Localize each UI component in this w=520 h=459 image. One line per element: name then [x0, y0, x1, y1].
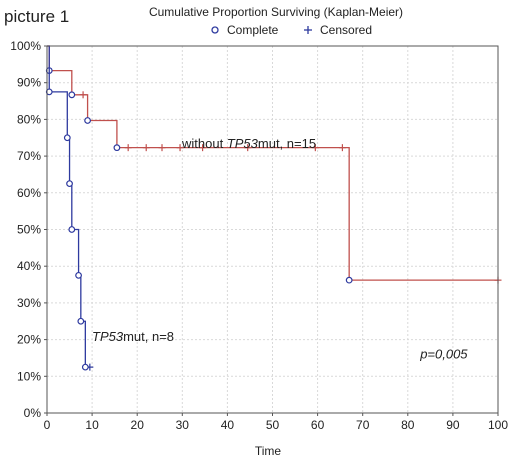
series-label-without-tp53: without TP53mut, n=15	[181, 136, 316, 151]
x-tick-label: 100	[488, 418, 508, 432]
y-tick-label: 100%	[10, 39, 41, 53]
censored-mark	[338, 144, 346, 152]
series-label-tp53mut: TP53mut, n=8	[92, 329, 174, 344]
x-tick-label: 60	[311, 418, 325, 432]
event-point	[81, 363, 89, 371]
y-tick-label: 30%	[17, 296, 41, 310]
y-tick-label: 60%	[17, 186, 41, 200]
x-tick-label: 90	[446, 418, 460, 432]
x-tick-label: 40	[221, 418, 235, 432]
y-axis: 0% 10% 20% 30% 40% 50% 60% 70% 80% 90% 100%	[10, 39, 47, 420]
p-value-annotation: p=0,005	[419, 346, 468, 361]
series-layer	[45, 45, 502, 371]
event-point	[68, 226, 76, 233]
y-tick-label: 10%	[17, 369, 41, 383]
censored-mark	[199, 144, 207, 152]
legend-complete-icon	[211, 26, 219, 34]
y-tick-label: 70%	[17, 149, 41, 163]
censored-mark	[142, 144, 150, 152]
event-point	[63, 134, 71, 142]
x-tick-label: 70	[356, 418, 370, 432]
corner-label: picture 1	[4, 7, 69, 26]
x-axis: 0 10 20 30 40 50 60 70 80 90 100	[44, 413, 508, 432]
censored-mark	[311, 144, 319, 152]
event-point	[66, 180, 73, 188]
censored-mark	[124, 144, 132, 152]
x-tick-label: 0	[44, 418, 51, 432]
x-tick-label: 50	[266, 418, 280, 432]
legend-complete-label: Complete	[227, 23, 279, 37]
x-tick-label: 80	[401, 418, 415, 432]
censored-mark	[158, 144, 166, 152]
y-tick-label: 90%	[17, 76, 41, 90]
event-point	[45, 88, 53, 96]
censored-mark	[176, 144, 184, 152]
event-point	[68, 91, 76, 99]
x-axis-label: Time	[255, 444, 282, 458]
event-point	[345, 276, 353, 284]
legend-censored-icon	[304, 26, 312, 34]
event-point	[84, 117, 91, 124]
event-point	[113, 144, 121, 152]
x-tick-label: 20	[131, 418, 145, 432]
x-tick-label: 30	[176, 418, 190, 432]
chart-title: Cumulative Proportion Surviving (Kaplan-…	[149, 5, 403, 19]
y-tick-label: 40%	[17, 259, 41, 273]
x-tick-label: 10	[85, 418, 99, 432]
y-tick-label: 50%	[17, 223, 41, 237]
censored-mark	[79, 91, 87, 99]
event-point	[75, 271, 82, 279]
y-tick-label: 80%	[17, 112, 41, 126]
plot-frame	[46, 45, 499, 414]
y-tick-label: 20%	[17, 333, 41, 347]
y-tick-label: 0%	[24, 406, 42, 420]
legend-censored-label: Censored	[320, 23, 372, 37]
legend: Complete Censored	[211, 23, 372, 37]
event-point	[77, 317, 85, 325]
censored-mark	[244, 144, 252, 152]
